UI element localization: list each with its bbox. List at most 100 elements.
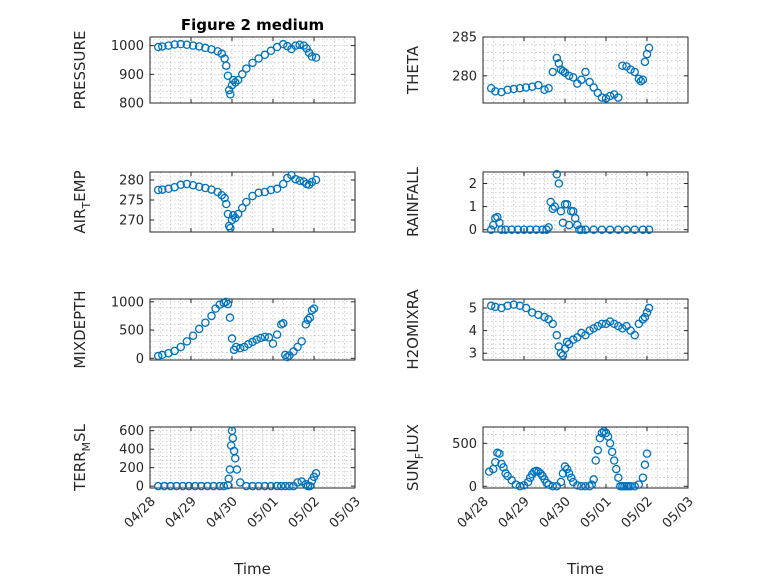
- data-point: [158, 350, 167, 360]
- data-point: [618, 61, 627, 70]
- data-point: [188, 331, 198, 340]
- data-point: [264, 333, 274, 342]
- data-point: [564, 469, 574, 478]
- data-point: [503, 301, 512, 311]
- subplot-7: 04/28 04/29 04/30 05/01 05/02 05/03 0 200 400 600…: [71, 423, 364, 578]
- data-point: [242, 197, 251, 207]
- data-point: [291, 41, 300, 50]
- chart-title: Figure 2 medium: [181, 16, 324, 34]
- data-point: [630, 67, 639, 77]
- y-tick-label: 500: [119, 324, 144, 339]
- data-point: [642, 449, 652, 458]
- data-point: [607, 447, 617, 457]
- data-point: [562, 200, 572, 209]
- data-point: [268, 339, 278, 348]
- data-point: [515, 482, 525, 491]
- data-point: [601, 319, 611, 329]
- x-tick-label: 04/29: [163, 494, 200, 531]
- data-point: [188, 180, 198, 190]
- y-tick-label: 280: [452, 69, 477, 84]
- data-point: [540, 85, 549, 95]
- data-point: [552, 53, 562, 63]
- y-axis-label: MIXDEPTH: [71, 290, 89, 368]
- data-point: [256, 333, 265, 343]
- data-point: [589, 324, 598, 333]
- data-point: [194, 182, 204, 192]
- data-point: [153, 351, 163, 361]
- data-point: [223, 480, 233, 490]
- data-point: [618, 324, 627, 333]
- data-point: [244, 339, 253, 349]
- data-point: [638, 315, 648, 324]
- data-point: [266, 185, 276, 195]
- subplot-1: 800 900 1000 PRESSURE Figure 2 medium: [71, 16, 356, 112]
- data-point: [634, 319, 644, 329]
- data-point: [309, 304, 319, 313]
- data-point: [560, 462, 570, 471]
- data-point: [577, 328, 586, 338]
- data-point: [295, 40, 304, 49]
- data-point: [293, 342, 302, 352]
- y-axis-label: PRESSURE: [71, 31, 89, 110]
- data-point: [254, 481, 263, 491]
- data-point: [491, 87, 500, 96]
- data-point: [226, 223, 235, 233]
- data-point: [595, 433, 605, 443]
- data-point: [544, 83, 553, 93]
- data-point: [614, 473, 623, 482]
- data-point: [568, 335, 578, 344]
- data-point: [587, 480, 596, 489]
- data-point: [281, 350, 290, 360]
- data-point: [562, 464, 572, 474]
- data-point: [242, 481, 251, 491]
- data-point: [612, 464, 621, 474]
- y-tick-label: 275: [119, 194, 144, 209]
- y-axis-label-main: PRESSURE: [71, 31, 89, 110]
- data-point: [597, 225, 607, 234]
- data-point: [581, 225, 590, 234]
- data-point: [609, 456, 619, 465]
- data-point: [593, 445, 603, 455]
- data-point: [283, 352, 292, 362]
- data-point: [176, 180, 185, 190]
- data-point: [491, 302, 500, 312]
- data-point: [219, 481, 229, 491]
- data-point: [252, 335, 261, 344]
- data-point: [486, 301, 496, 311]
- data-point: [614, 225, 623, 234]
- data-point: [233, 75, 243, 85]
- data-point: [644, 43, 654, 53]
- data-point: [160, 481, 169, 491]
- y-tick-label: 270: [119, 214, 144, 229]
- data-point: [634, 74, 644, 84]
- data-point: [544, 480, 553, 489]
- data-point: [558, 66, 568, 76]
- data-point: [566, 473, 576, 482]
- data-point: [172, 481, 181, 491]
- data-point: [272, 330, 282, 339]
- x-tick-label: 04/30: [537, 494, 574, 531]
- data-point: [577, 482, 586, 491]
- data-point: [581, 482, 590, 491]
- data-point: [585, 482, 594, 491]
- data-point: [248, 481, 257, 491]
- data-point: [237, 70, 247, 79]
- x-tick-label: 05/02: [286, 494, 323, 531]
- data-point: [630, 225, 639, 234]
- y-tick-label: 4: [469, 324, 477, 339]
- data-point: [164, 41, 173, 50]
- data-point: [577, 225, 586, 234]
- subplot-5: 0 500 1000 MIXDEPTH: [71, 290, 356, 369]
- data-point: [509, 84, 518, 94]
- data-point: [231, 454, 240, 463]
- data-point: [311, 468, 321, 478]
- data-point: [509, 300, 518, 309]
- data-point: [605, 317, 615, 326]
- data-point: [217, 190, 226, 200]
- data-point: [301, 320, 311, 329]
- data-point: [599, 427, 609, 436]
- data-point: [542, 225, 551, 234]
- data-point: [194, 324, 204, 334]
- data-point: [260, 332, 270, 342]
- data-point: [178, 481, 188, 491]
